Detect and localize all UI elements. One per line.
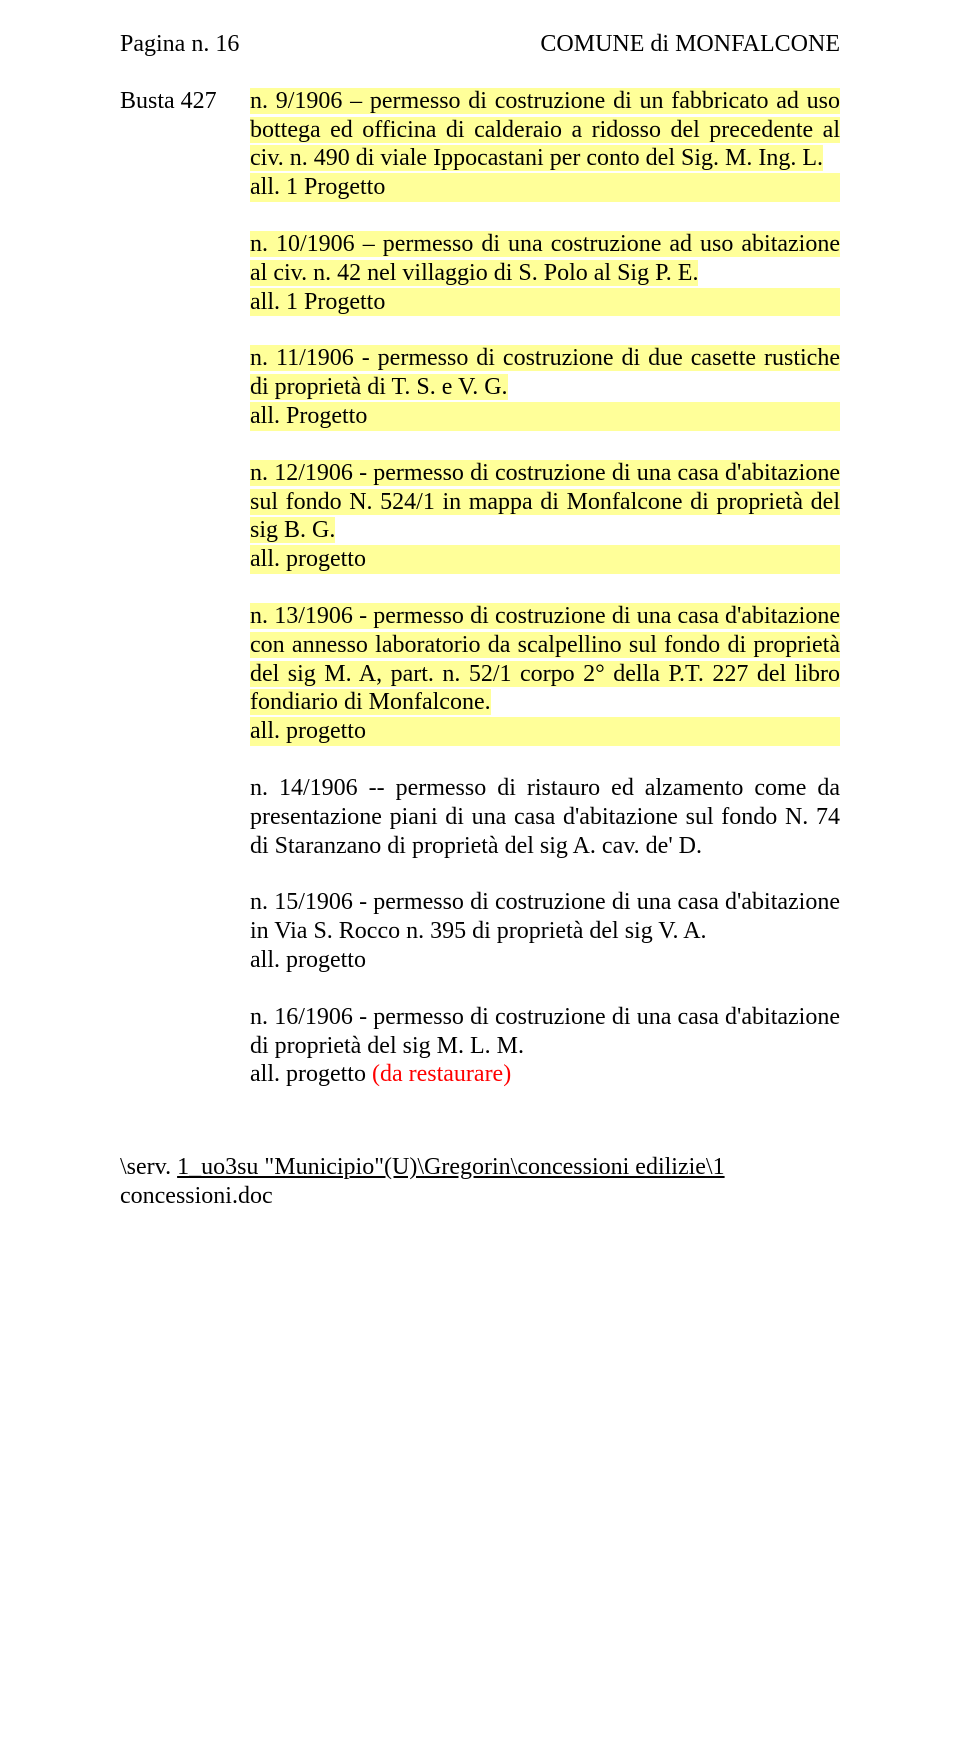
entry-text: n. 9/1906 – permesso di costruzione di u… [250, 88, 840, 172]
document-entry: n. 13/1906 - permesso di costruzione di … [250, 602, 840, 746]
page-header: Pagina n. 16 COMUNE di MONFALCONE [120, 30, 840, 59]
document-entry: n. 16/1906 - permesso di costruzione di … [250, 1003, 840, 1089]
entry-text: n. 14/1906 -- permesso di ristauro ed al… [250, 775, 840, 859]
entry-text: n. 13/1906 - permesso di costruzione di … [250, 603, 840, 715]
document-entry: n. 9/1906 – permesso di costruzione di u… [250, 87, 840, 202]
entry-attachment: all. progetto (da restaurare) [250, 1060, 840, 1089]
page-number: Pagina n. 16 [120, 30, 239, 59]
document-entry: n. 10/1906 – permesso di una costruzione… [250, 230, 840, 316]
footer-file-path: 1_uo3su "Municipio"(U)\Gregorin\concessi… [177, 1154, 725, 1180]
document-entry: n. 15/1906 - permesso di costruzione di … [250, 888, 840, 974]
busta-label: Busta 427 [120, 87, 250, 1109]
footer-prefix: \serv. [120, 1154, 177, 1180]
comune-title: COMUNE di MONFALCONE [540, 30, 840, 59]
entry-attachment: all. progetto [250, 545, 840, 574]
entry-attachment: all. progetto [250, 717, 840, 746]
document-entry: n. 14/1906 -- permesso di ristauro ed al… [250, 774, 840, 860]
document-entry: n. 11/1906 - permesso di costruzione di … [250, 344, 840, 430]
entry-attachment: all. 1 Progetto [250, 288, 840, 317]
entry-attachment: all. progetto [250, 946, 840, 975]
entry-text: n. 12/1906 - permesso di costruzione di … [250, 460, 840, 544]
restore-note: (da restaurare) [366, 1061, 511, 1087]
entry-text: n. 11/1906 - permesso di costruzione di … [250, 345, 840, 400]
footer-path: \serv. 1_uo3su "Municipio"(U)\Gregorin\c… [120, 1153, 840, 1211]
entry-text: n. 16/1906 - permesso di costruzione di … [250, 1004, 840, 1059]
busta-row: Busta 427 n. 9/1906 – permesso di costru… [120, 87, 840, 1117]
footer-suffix: concessioni.doc [120, 1183, 273, 1209]
entry-attachment: all. 1 Progetto [250, 173, 840, 202]
entry-text: n. 15/1906 - permesso di costruzione di … [250, 889, 840, 944]
entries-column: n. 9/1906 – permesso di costruzione di u… [250, 87, 840, 1117]
entry-attachment: all. Progetto [250, 402, 840, 431]
entry-text: n. 10/1906 – permesso di una costruzione… [250, 231, 840, 286]
document-entry: n. 12/1906 - permesso di costruzione di … [250, 459, 840, 574]
